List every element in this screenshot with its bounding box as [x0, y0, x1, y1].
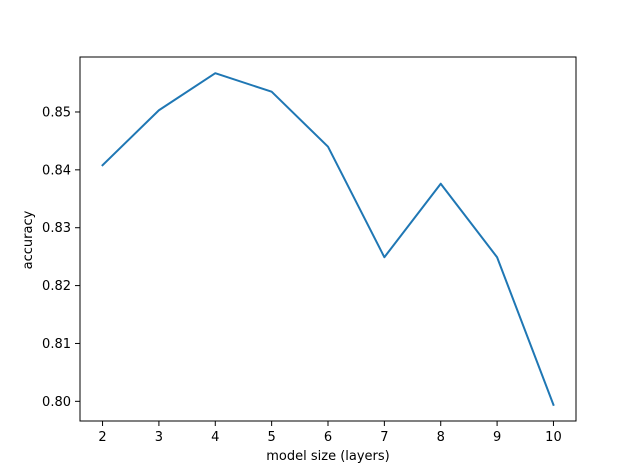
y-tick-label: 0.84 [42, 163, 71, 178]
y-tick-label: 0.80 [42, 395, 71, 410]
y-tick-label: 0.83 [42, 221, 71, 236]
y-tick-label: 0.82 [42, 279, 71, 294]
x-tick-label: 3 [155, 430, 163, 445]
y-axis: 0.80 0.81 0.82 0.83 0.84 0.85 [42, 105, 80, 410]
series-line-0 [101, 72, 555, 407]
x-tick-label: 2 [98, 430, 106, 445]
x-axis-label: model size (layers) [266, 449, 389, 464]
x-tick-label: 6 [324, 430, 332, 445]
y-axis-label: accuracy [21, 210, 36, 269]
x-tick-label: 9 [493, 430, 501, 445]
y-tick-label: 0.81 [42, 337, 71, 352]
x-tick-label: 5 [267, 430, 275, 445]
x-axis: 2 3 4 5 6 7 8 9 10 [98, 421, 562, 445]
x-tick-label: 4 [211, 430, 219, 445]
y-tick-label: 0.85 [42, 105, 71, 120]
x-tick-label: 10 [545, 430, 562, 445]
x-tick-label: 8 [437, 430, 445, 445]
x-tick-label: 7 [380, 430, 388, 445]
